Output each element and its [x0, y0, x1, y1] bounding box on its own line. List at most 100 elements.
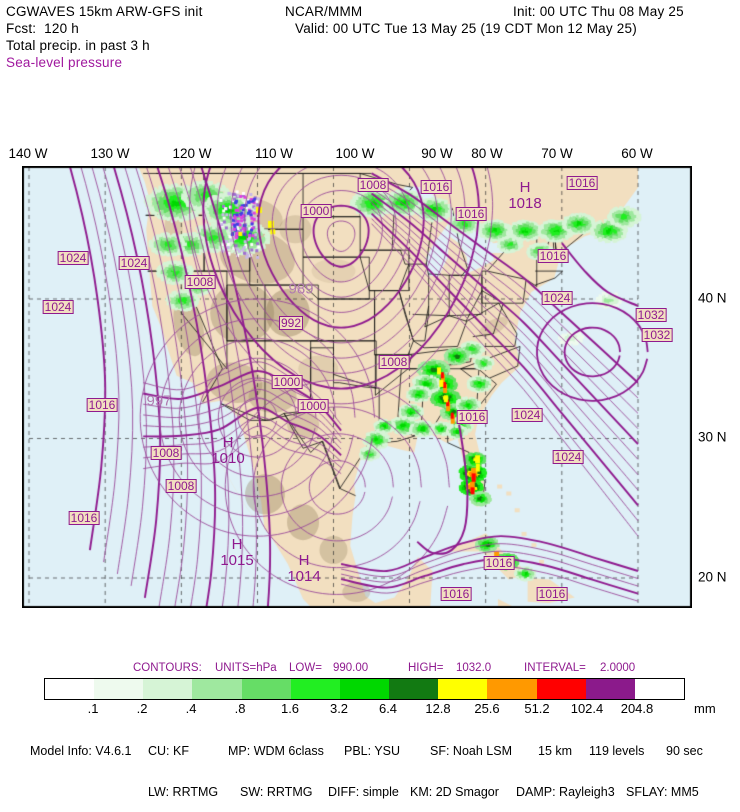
- header-valid-time: Valid: 00 UTC Tue 13 May 25 (19 CDT Mon …: [295, 21, 637, 36]
- colorbar-swatch-5: [291, 679, 340, 699]
- colorbar-swatch-2: [143, 679, 192, 699]
- header-init-time: Init: 00 UTC Thu 08 May 25: [513, 4, 684, 19]
- lat-tick-40n: 40 N: [698, 291, 727, 306]
- map-raster-layer: [23, 167, 691, 607]
- lat-tick-30n: 30 N: [698, 430, 727, 445]
- contour-label-1016-23: 1016: [484, 556, 515, 570]
- colorbar-tick-labels: .1 .2 .4 .8 1.6 3.2 6.4 12.8 25.6 51.2 102.4 204.8: [0, 701, 740, 717]
- model-info-block: Model Info: V4.6.1 CU: KF MP: WDM 6class PB…: [0, 716, 740, 812]
- contour-legend-part-3: 990.00: [333, 662, 368, 674]
- contour-label-1024-8: 1024: [58, 251, 89, 265]
- colorbar-tick-10: 102.4: [571, 701, 604, 716]
- colorbar-tick-5: 3.2: [330, 701, 348, 716]
- colorbar-swatch-9: [487, 679, 536, 699]
- colorbar-tick-6: 6.4: [379, 701, 397, 716]
- contour-legend-part-5: 1032.0: [456, 662, 491, 674]
- precip-colorbar: [44, 678, 685, 700]
- model-info-row2-1: SW: RRTMG: [240, 785, 312, 799]
- contour-label-1024-26: 1024: [119, 256, 150, 270]
- contour-label-1016-2: 1016: [456, 207, 487, 221]
- model-info-row2-3: KM: 2D Smagor: [410, 785, 499, 799]
- lon-tick-100w: 100 W: [335, 146, 374, 161]
- contour-label-1008-11: 1008: [151, 446, 182, 460]
- contour-legend-line: CONTOURS: UNITS=hPa LOW= 990.00 HIGH= 1032.0 I…: [0, 662, 740, 678]
- contour-label-1016-10: 1016: [87, 398, 118, 412]
- contour-label-1000-17: 1000: [298, 399, 329, 413]
- pressure-center-high-3: H 1014: [287, 553, 320, 585]
- colorbar-tick-4: 1.6: [281, 701, 299, 716]
- model-info-row2-0: LW: RRTMG: [148, 785, 218, 799]
- model-info-row1-3: PBL: YSU: [344, 744, 400, 758]
- colorbar-swatch-11: [586, 679, 635, 699]
- contour-label-1016-4: 1016: [538, 249, 569, 263]
- model-info-row2-4: DAMP: Rayleigh3: [516, 785, 615, 799]
- colorbar-swatch-8: [438, 679, 487, 699]
- colorbar-swatch-4: [242, 679, 291, 699]
- lon-tick-70w: 70 W: [541, 146, 573, 161]
- contour-label-992-18: 992: [279, 316, 303, 330]
- lat-tick-20n: 20 N: [698, 570, 727, 585]
- contour-legend-part-2: LOW=: [289, 662, 322, 674]
- model-info-row1-2: MP: WDM 6class: [228, 744, 324, 758]
- colorbar-swatch-1: [94, 679, 143, 699]
- weather-map[interactable]: 1008 1016 1016 1016 1016 1024 1032 1032 1024 1024…: [22, 166, 692, 608]
- contour-plain-label-1: 997: [146, 393, 171, 410]
- contour-label-1008-19: 1008: [379, 355, 410, 369]
- model-info-row1-0: Model Info: V4.6.1: [30, 744, 131, 758]
- lon-tick-80w: 80 W: [471, 146, 503, 161]
- model-info-row-1: Model Info: V4.6.1 CU: KF MP: WDM 6class PB…: [0, 744, 740, 757]
- contour-label-1016-1: 1016: [421, 180, 452, 194]
- lon-tick-130w: 130 W: [90, 146, 129, 161]
- header-institution: NCAR/MMM: [285, 4, 362, 19]
- colorbar-swatch-10: [537, 679, 586, 699]
- contour-legend-part-6: INTERVAL=: [524, 662, 586, 674]
- contour-label-1008-12: 1008: [166, 479, 197, 493]
- contour-legend-part-1: UNITS=hPa: [215, 662, 277, 674]
- contour-label-1008-14: 1008: [185, 275, 216, 289]
- colorbar-unit-label: mm: [694, 701, 716, 716]
- pressure-center-high-1: H 1010: [211, 435, 244, 467]
- contour-label-1008-0: 1008: [358, 178, 389, 192]
- colorbar-tick-9: 51.2: [524, 701, 549, 716]
- pressure-center-high-2: H 1015: [220, 537, 253, 569]
- contour-label-1016-20: 1016: [457, 410, 488, 424]
- contour-label-1016-13: 1016: [69, 511, 100, 525]
- colorbar-tick-7: 12.8: [425, 701, 450, 716]
- colorbar-swatch-3: [192, 679, 241, 699]
- colorbar-swatch-12: [635, 679, 684, 699]
- colorbar-tick-3: .8: [235, 701, 246, 716]
- model-info-row2-2: DIFF: simple: [328, 785, 399, 799]
- colorbar-swatch-7: [389, 679, 438, 699]
- contour-legend-part-4: HIGH=: [408, 662, 443, 674]
- contour-label-1016-25: 1016: [441, 587, 472, 601]
- pressure-center-high-0: H 1018: [508, 180, 541, 212]
- lon-tick-110w: 110 W: [255, 146, 293, 161]
- model-info-row1-4: SF: Noah LSM: [430, 744, 512, 758]
- contour-legend-part-0: CONTOURS:: [133, 662, 202, 674]
- colorbar-tick-8: 25.6: [474, 701, 499, 716]
- lon-tick-60w: 60 W: [621, 146, 653, 161]
- contour-label-1032-6: 1032: [636, 308, 667, 322]
- colorbar-tick-2: .4: [186, 701, 197, 716]
- header-field-precip: Total precip. in past 3 h: [6, 38, 150, 53]
- colorbar-tick-1: .2: [137, 701, 148, 716]
- model-info-row1-7: 90 sec: [666, 744, 703, 758]
- contour-label-1024-21: 1024: [512, 408, 543, 422]
- contour-label-1024-5: 1024: [542, 291, 573, 305]
- contour-legend-part-7: 2.0000: [600, 662, 635, 674]
- contour-label-1032-7: 1032: [642, 328, 673, 342]
- lon-tick-90w: 90 W: [421, 146, 453, 161]
- colorbar-tick-11: 204.8: [621, 701, 654, 716]
- model-info-row1-6: 119 levels: [589, 744, 644, 758]
- contour-plain-label-0: 989: [288, 281, 313, 298]
- lon-tick-140w: 140 W: [8, 146, 47, 161]
- colorbar-tick-0: .1: [88, 701, 99, 716]
- model-info-row1-1: CU: KF: [148, 744, 189, 758]
- model-info-row1-5: 15 km: [538, 744, 572, 758]
- model-info-row2-5: SFLAY: MM5: [626, 785, 699, 799]
- contour-label-1000-16: 1000: [272, 375, 303, 389]
- colorbar-swatch-6: [340, 679, 389, 699]
- model-info-row-2: LW: RRTMG SW: RRTMG DIFF: simple KM: 2D Sma…: [0, 785, 740, 798]
- contour-label-1016-24: 1016: [537, 587, 568, 601]
- header-field-slp: Sea-level pressure: [6, 55, 122, 70]
